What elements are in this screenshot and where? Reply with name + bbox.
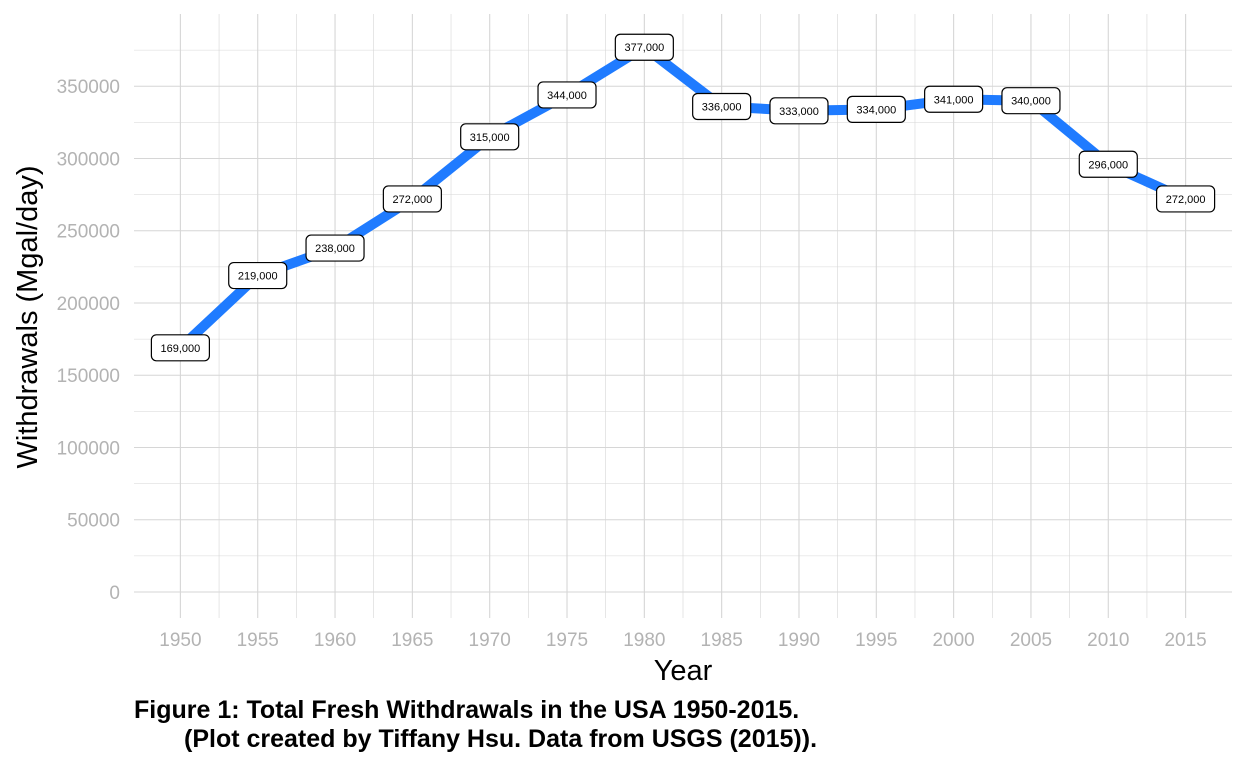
x-tick-label: 2000 (932, 630, 974, 651)
data-label-box (305, 234, 365, 262)
data-label-text: 169,000 (161, 343, 201, 355)
x-tick-label: 1970 (469, 630, 511, 651)
data-label: 336,000 (692, 92, 752, 121)
data-label-text: 344,000 (547, 90, 587, 102)
data-label-box (924, 85, 984, 113)
data-label-box (692, 92, 752, 121)
data-label-box (614, 33, 674, 61)
data-label-box (460, 123, 520, 151)
data-label-box (846, 95, 906, 123)
y-axis-title: Withdrawals (Mgal/day) (12, 166, 44, 469)
y-tick-label: 100000 (57, 438, 120, 459)
data-label-box (1001, 87, 1061, 115)
x-tick-label: 2015 (1164, 630, 1206, 651)
x-tick-label: 1985 (701, 630, 743, 651)
caption-line-2: (Plot created by Tiffany Hsu. Data from … (184, 725, 818, 753)
data-label: 341,000 (924, 85, 984, 113)
x-tick-label: 1980 (623, 630, 665, 651)
data-label-box (382, 185, 442, 213)
data-label-text: 219,000 (238, 271, 278, 283)
data-label-text: 377,000 (624, 42, 664, 54)
figure-caption: Figure 1: Total Fresh Withdrawals in the… (134, 696, 817, 754)
line-chart: 169,000 219,000 238,000 272,000 315,000 344,0… (12, 14, 1232, 687)
data-label: 272,000 (1156, 185, 1216, 213)
data-label: 344,000 (537, 81, 597, 109)
x-tick-label: 2005 (1010, 630, 1052, 651)
data-label-text: 238,000 (315, 243, 355, 255)
data-label-text: 340,000 (1011, 96, 1051, 108)
data-label-text: 333,000 (779, 106, 819, 118)
data-label: 334,000 (846, 95, 906, 123)
data-label-box (228, 261, 288, 290)
x-tick-label: 1950 (159, 630, 201, 651)
data-label-text: 272,000 (392, 194, 432, 206)
data-label: 377,000 (614, 33, 674, 61)
data-label: 219,000 (228, 261, 288, 290)
y-tick-label: 250000 (57, 222, 120, 243)
y-tick-label: 200000 (57, 294, 120, 315)
data-label-box (1078, 150, 1138, 178)
data-label-text: 341,000 (934, 94, 974, 106)
x-axis-ticks: 1950 1955 1960 1965 1970 1975 1980 1985 1990 1995… (159, 630, 1206, 651)
x-tick-label: 1965 (391, 630, 433, 651)
y-tick-label: 0 (109, 583, 120, 604)
x-tick-label: 1990 (778, 630, 820, 651)
data-label-text: 296,000 (1088, 159, 1128, 171)
x-tick-label: 1975 (546, 630, 588, 651)
data-label-box (1156, 185, 1216, 213)
x-tick-label: 2010 (1087, 630, 1129, 651)
data-label-box (769, 97, 829, 125)
data-label-text: 334,000 (856, 104, 896, 116)
data-label: 296,000 (1078, 150, 1138, 178)
caption-line-1: Figure 1: Total Fresh Withdrawals in the… (134, 696, 800, 724)
y-tick-label: 300000 (57, 149, 120, 170)
data-label: 340,000 (1001, 87, 1061, 115)
data-label: 169,000 (150, 334, 210, 362)
y-tick-label: 50000 (67, 511, 120, 532)
data-label: 333,000 (769, 97, 829, 125)
x-tick-label: 1960 (314, 630, 356, 651)
data-label-text: 336,000 (702, 101, 742, 113)
data-label: 315,000 (460, 123, 520, 151)
data-label-text: 272,000 (1166, 194, 1206, 206)
x-tick-label: 1995 (855, 630, 897, 651)
grid-lines (134, 14, 1232, 618)
data-label-box (537, 81, 597, 109)
data-label-text: 315,000 (470, 132, 510, 144)
data-label: 272,000 (382, 185, 442, 213)
y-tick-label: 150000 (57, 366, 120, 387)
data-labels-group: 169,000 219,000 238,000 272,000 315,000 344,0… (150, 33, 1216, 362)
data-label: 238,000 (305, 234, 365, 262)
x-tick-label: 1955 (237, 630, 279, 651)
y-tick-label: 350000 (57, 77, 120, 98)
y-axis-ticks: 0 50000 100000 150000 200000 250000 300000 3500… (57, 77, 120, 604)
x-axis-title: Year (654, 655, 713, 687)
data-label-box (150, 334, 210, 362)
